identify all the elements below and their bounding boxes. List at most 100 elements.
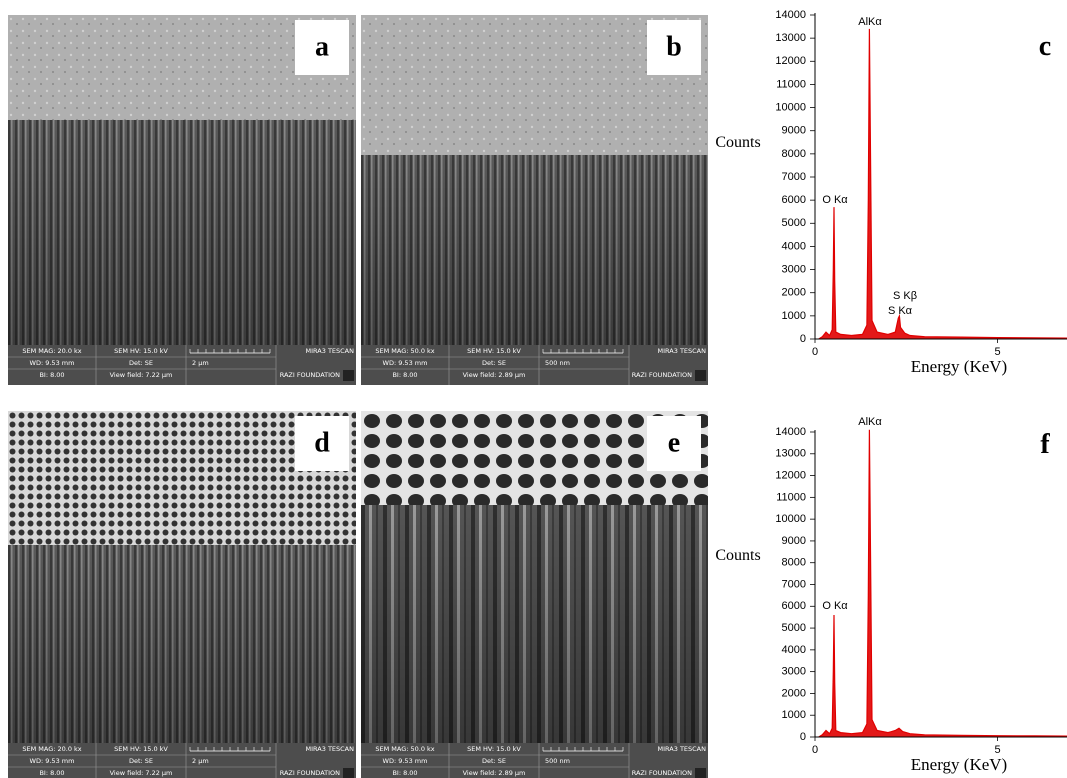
x-tick-label: 0 bbox=[812, 346, 818, 358]
logo bbox=[343, 768, 354, 778]
info-scale: 500 nm bbox=[545, 757, 570, 765]
sem-image: SEM MAG: 50.0 kx SEM HV: 15.0 kV MIRA3 TES… bbox=[361, 411, 708, 778]
y-tick-label: 0 bbox=[800, 731, 806, 743]
info-mag: SEM MAG: 50.0 kx bbox=[375, 745, 434, 753]
info-mag: SEM MAG: 20.0 kx bbox=[22, 347, 81, 355]
y-tick-label: 10000 bbox=[775, 513, 806, 525]
info-bi: BI: 8.00 bbox=[392, 769, 417, 777]
sem-shade bbox=[8, 120, 356, 345]
y-tick-label: 10000 bbox=[775, 101, 806, 113]
info-wd: WD: 9.53 mm bbox=[383, 757, 428, 765]
info-hv: SEM HV: 15.0 kV bbox=[114, 347, 168, 355]
info-view-field: View field: 2.89 μm bbox=[463, 371, 526, 379]
figure: SEM MAG: 20.0 kx SEM HV: 15.0 kV MIRA3 TES… bbox=[0, 0, 1067, 778]
sem-shade bbox=[361, 155, 708, 345]
info-bi: BI: 8.00 bbox=[39, 371, 64, 379]
y-tick-label: 13000 bbox=[775, 32, 806, 44]
info-det: Det: SE bbox=[129, 359, 153, 367]
y-tick-label: 3000 bbox=[782, 666, 806, 678]
info-wd: WD: 9.53 mm bbox=[30, 359, 75, 367]
logo bbox=[695, 768, 706, 778]
panel-label: c bbox=[1039, 31, 1051, 62]
info-lab: RAZI FOUNDATION bbox=[632, 769, 692, 777]
y-tick-label: 6000 bbox=[782, 194, 806, 206]
info-hv: SEM HV: 15.0 kV bbox=[467, 745, 521, 753]
y-tick-label: 5000 bbox=[782, 217, 806, 229]
sem-image: SEM MAG: 20.0 kx SEM HV: 15.0 kV MIRA3 TES… bbox=[8, 411, 356, 778]
panel-label: b bbox=[666, 31, 682, 62]
info-wd: WD: 9.53 mm bbox=[383, 359, 428, 367]
y-tick-label: 4000 bbox=[782, 644, 806, 656]
info-hv: SEM HV: 15.0 kV bbox=[114, 745, 168, 753]
info-hv: SEM HV: 15.0 kV bbox=[467, 347, 521, 355]
y-tick-label: 2000 bbox=[782, 287, 806, 299]
peak-annotation: AlKα bbox=[858, 416, 882, 428]
info-view-field: View field: 2.89 μm bbox=[463, 769, 526, 777]
spectrum-line bbox=[819, 430, 1067, 737]
y-tick-label: 6000 bbox=[782, 600, 806, 612]
logo bbox=[695, 370, 706, 381]
info-mag: SEM MAG: 50.0 kx bbox=[375, 347, 434, 355]
info-view-field: View field: 7.22 μm bbox=[110, 371, 173, 379]
x-axis-label: Energy (KeV) bbox=[911, 357, 1007, 376]
peak-annotation: O Kα bbox=[822, 600, 848, 612]
spectrum-line bbox=[819, 29, 1067, 339]
peak-annotation: S Kα bbox=[888, 305, 913, 317]
info-lab: RAZI FOUNDATION bbox=[280, 371, 340, 379]
info-scale: 2 μm bbox=[192, 359, 209, 367]
y-tick-label: 1000 bbox=[782, 709, 806, 721]
sem-shade bbox=[8, 545, 356, 743]
y-tick-label: 14000 bbox=[775, 9, 806, 21]
y-tick-label: 11000 bbox=[776, 491, 806, 503]
y-tick-label: 1000 bbox=[782, 310, 806, 322]
info-bi: BI: 8.00 bbox=[392, 371, 417, 379]
panel-label: f bbox=[1040, 429, 1050, 460]
y-tick-label: 12000 bbox=[775, 55, 806, 67]
y-tick-label: 0 bbox=[800, 333, 806, 345]
peak-annotation: O Kα bbox=[822, 194, 848, 206]
info-det: Det: SE bbox=[129, 757, 153, 765]
y-tick-label: 7000 bbox=[782, 171, 806, 183]
info-scale: 500 nm bbox=[545, 359, 570, 367]
info-det: Det: SE bbox=[482, 757, 506, 765]
x-tick-label: 0 bbox=[812, 744, 818, 756]
y-tick-label: 11000 bbox=[776, 78, 806, 90]
y-tick-label: 9000 bbox=[782, 535, 806, 547]
info-mag: SEM MAG: 20.0 kx bbox=[22, 745, 81, 753]
y-axis-label: Counts bbox=[715, 134, 760, 151]
info-brand: MIRA3 TESCAN bbox=[306, 745, 355, 753]
panel-label: d bbox=[314, 427, 330, 458]
info-brand: MIRA3 TESCAN bbox=[658, 745, 707, 753]
y-tick-label: 14000 bbox=[775, 426, 806, 438]
y-tick-label: 7000 bbox=[782, 578, 806, 590]
logo bbox=[343, 370, 354, 381]
y-axis-label: Counts bbox=[715, 547, 760, 564]
info-det: Det: SE bbox=[482, 359, 506, 367]
y-tick-label: 8000 bbox=[782, 557, 806, 569]
info-view-field: View field: 7.22 μm bbox=[110, 769, 173, 777]
y-tick-label: 4000 bbox=[782, 240, 806, 252]
panel-label: e bbox=[668, 427, 680, 458]
info-scale: 2 μm bbox=[192, 757, 209, 765]
x-axis-label: Energy (KeV) bbox=[911, 755, 1007, 774]
y-tick-label: 8000 bbox=[782, 148, 806, 160]
y-tick-label: 12000 bbox=[775, 469, 806, 481]
sem-image: SEM MAG: 50.0 kx SEM HV: 15.0 kV MIRA3 TES… bbox=[361, 15, 708, 385]
info-brand: MIRA3 TESCAN bbox=[658, 347, 707, 355]
info-lab: RAZI FOUNDATION bbox=[632, 371, 692, 379]
y-tick-label: 13000 bbox=[775, 448, 806, 460]
y-tick-label: 9000 bbox=[782, 125, 806, 137]
info-bi: BI: 8.00 bbox=[39, 769, 64, 777]
peak-annotation: S Kβ bbox=[893, 290, 917, 302]
y-tick-label: 2000 bbox=[782, 687, 806, 699]
spectrum-fill bbox=[819, 430, 1067, 737]
sem-shade bbox=[361, 505, 708, 743]
sem-image: SEM MAG: 20.0 kx SEM HV: 15.0 kV MIRA3 TES… bbox=[8, 15, 356, 385]
spectrum-fill bbox=[819, 29, 1067, 339]
y-tick-label: 3000 bbox=[782, 263, 806, 275]
peak-annotation: AlKα bbox=[858, 16, 882, 28]
info-lab: RAZI FOUNDATION bbox=[280, 769, 340, 777]
info-brand: MIRA3 TESCAN bbox=[306, 347, 355, 355]
panel-label: a bbox=[315, 31, 329, 62]
y-tick-label: 5000 bbox=[782, 622, 806, 634]
